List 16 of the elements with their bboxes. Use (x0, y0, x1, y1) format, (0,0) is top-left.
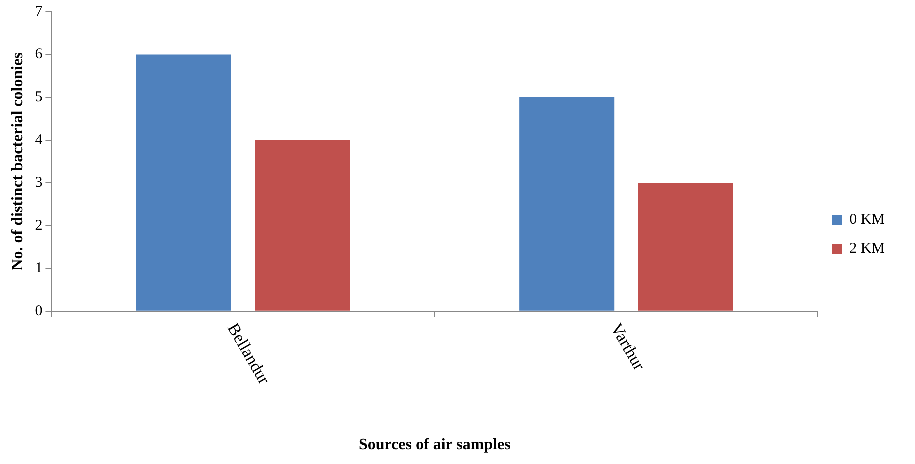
y-tick-label: 0 (35, 303, 43, 320)
y-tick-label: 3 (35, 175, 43, 192)
bar (255, 140, 350, 311)
y-axis-title: No. of distinct bacterial colonies (10, 52, 27, 271)
bar (638, 183, 734, 311)
x-axis-title: Sources of air samples (358, 436, 511, 454)
y-tick-label: 1 (35, 260, 43, 277)
legend-label: 2 KM (850, 240, 885, 257)
y-tick-label: 5 (35, 89, 43, 106)
y-tick-label: 6 (35, 46, 44, 63)
y-tick-label: 4 (35, 132, 44, 148)
bar (520, 98, 615, 311)
bar (136, 54, 232, 311)
legend-label: 0 KM (850, 212, 885, 228)
y-tick-label: 7 (35, 4, 44, 20)
y-tick-label: 2 (35, 218, 43, 234)
